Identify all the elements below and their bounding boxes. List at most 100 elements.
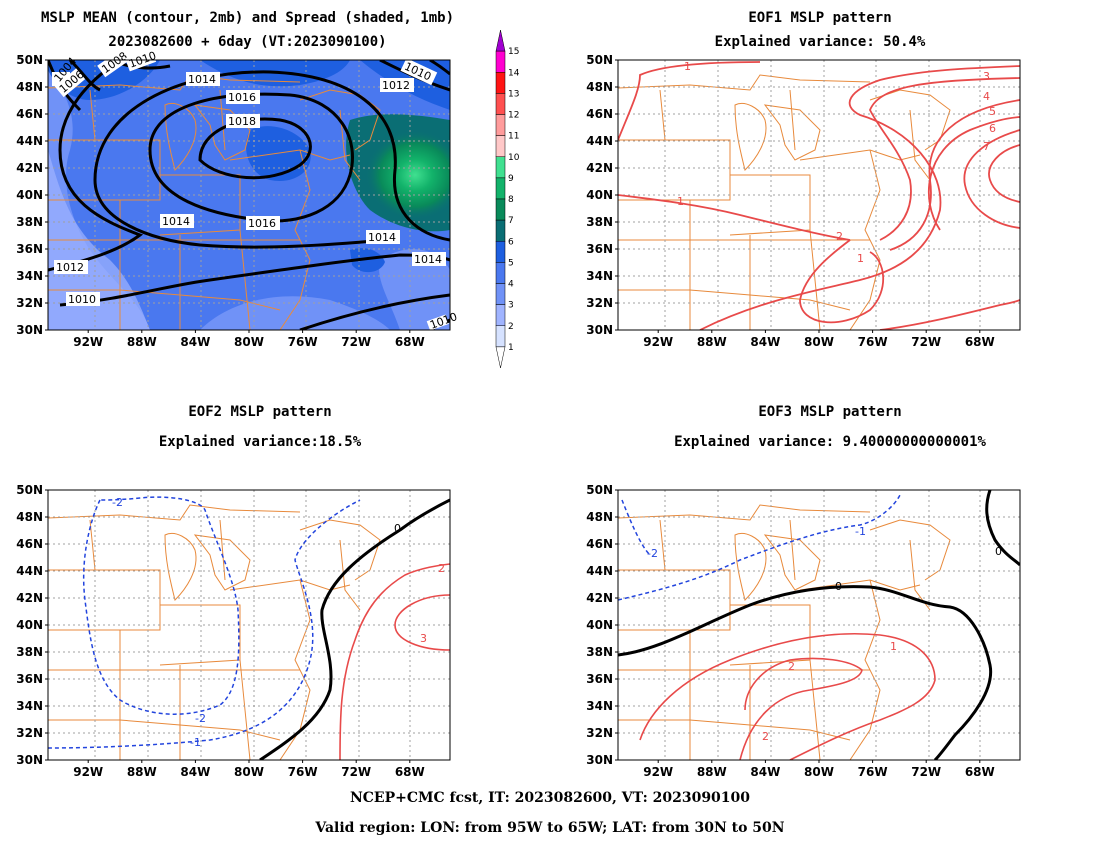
colorbar-level-label: 15 xyxy=(508,47,519,57)
eof1-lat-label: 38N xyxy=(586,215,613,229)
eof3-lat-label: 38N xyxy=(586,645,613,659)
eof1-clabel-1c: 1 xyxy=(857,252,864,265)
mean-lon-label: 84W xyxy=(180,335,210,349)
eof1-lon-label: 84W xyxy=(750,335,780,349)
eof2-lat-label: 42N xyxy=(16,591,43,605)
eof2-lat-label: 44N xyxy=(16,564,43,578)
colorbar-level-label: 5 xyxy=(508,258,514,268)
eof2-clabel-m2b: -2 xyxy=(195,712,206,725)
colorbar-swatch xyxy=(495,283,506,305)
mean-clabel-1014d: 1014 xyxy=(414,253,442,266)
eof1-clabel-1b: 1 xyxy=(677,195,684,208)
eof3-clabel-0b: 0 xyxy=(995,545,1002,558)
colorbar-level-label: 2 xyxy=(508,322,514,332)
eof2-contours xyxy=(48,496,450,760)
eof2-lat-label: 30N xyxy=(16,753,43,767)
eof3-lat-label: 48N xyxy=(586,510,613,524)
mean-clabel-1014b: 1014 xyxy=(162,215,190,228)
eof2-clabel-0: 0 xyxy=(394,522,401,535)
eof1-clabel-3: 3 xyxy=(983,70,990,83)
colorbar-swatch xyxy=(495,156,506,179)
eof2-lat-label: 40N xyxy=(16,618,43,632)
colorbar-swatch xyxy=(495,93,506,115)
axis-labels: 50N 48N 46N 44N 42N 40N 38N 36N 34N 32N 30N 92W 88W 8… xyxy=(16,53,995,779)
eof1-lat-label: 32N xyxy=(586,296,613,310)
eof1-clabel-6: 6 xyxy=(989,122,996,135)
colorbar-level-label: 7 xyxy=(508,216,514,226)
eof2-lat-label: 48N xyxy=(16,510,43,524)
mean-panel: 1004 1006 1008 1010 1010 1010 1012 1012 … xyxy=(47,48,459,332)
mean-title-line1: MSLP MEAN (contour, 2mb) and Spread (sha… xyxy=(40,10,454,26)
eof3-clabel-2a: 2 xyxy=(788,660,795,673)
eof2-clabel-m1: -1 xyxy=(190,736,201,749)
mean-clabel-1014a: 1014 xyxy=(188,73,216,86)
mean-clabel-1016a: 1016 xyxy=(228,91,256,104)
colorbar-swatch xyxy=(495,177,506,200)
eof2-clabel-2: 2 xyxy=(438,562,445,575)
eof3-lon-label: 84W xyxy=(750,765,780,779)
eof2-clabel-m2a: -2 xyxy=(112,496,123,509)
eof1-lon-label: 92W xyxy=(643,335,673,349)
eof3-lon-label: 76W xyxy=(858,765,888,779)
mean-clabel-1012a: 1012 xyxy=(56,261,84,274)
eof1-clabel-2: 2 xyxy=(836,230,843,243)
mean-clabel-1010b: 1010 xyxy=(68,293,96,306)
eof3-title-line1: EOF3 MSLP pattern xyxy=(758,404,902,420)
eof2-lon-label: 92W xyxy=(73,765,103,779)
footer-forecast-info: NCEP+CMC fcst, IT: 2023082600, VT: 20230… xyxy=(349,790,751,806)
eof3-lon-label: 80W xyxy=(804,765,834,779)
eof3-clabel-m1: -1 xyxy=(855,525,866,538)
eof1-lat-label: 30N xyxy=(586,323,613,337)
colorbar-level-label: 13 xyxy=(508,89,519,99)
mean-lat-label: 30N xyxy=(16,323,43,337)
eof2-lon-label: 76W xyxy=(288,765,318,779)
eof1-map-lines xyxy=(618,74,951,330)
mean-lon-label: 80W xyxy=(234,335,264,349)
eof1-contour-labels: 1 1 1 2 3 4 5 6 7 xyxy=(677,60,996,265)
eof3-lat-label: 30N xyxy=(586,753,613,767)
eof1-lat-label: 50N xyxy=(586,53,613,67)
eof1-lon-label: 88W xyxy=(697,335,727,349)
eof1-clabel-5: 5 xyxy=(989,105,996,118)
mean-title-line2: 2023082600 + 6day (VT:2023090100) xyxy=(108,34,387,50)
eof3-lat-label: 42N xyxy=(586,591,613,605)
mean-lat-label: 42N xyxy=(16,161,43,175)
eof2-lon-label: 84W xyxy=(180,765,210,779)
eof1-clabel-1a: 1 xyxy=(684,60,691,73)
eof3-lat-label: 34N xyxy=(586,699,613,713)
eof2-lon-label: 80W xyxy=(234,765,264,779)
eof2-lon-label: 72W xyxy=(341,765,371,779)
colorbar-swatch xyxy=(495,241,506,263)
eof3-map-lines xyxy=(618,504,951,760)
mean-lat-label: 38N xyxy=(16,215,43,229)
colorbar-swatch xyxy=(495,135,506,157)
colorbar-swatch xyxy=(495,219,506,242)
eof2-panel: -2 -2 -1 0 2 3 xyxy=(47,489,451,761)
eof3-lat-label: 36N xyxy=(586,672,613,686)
eof3-lat-label: 44N xyxy=(586,564,613,578)
eof3-lat-label: 46N xyxy=(586,537,613,551)
eof2-title-line1: EOF2 MSLP pattern xyxy=(188,404,332,420)
eof1-lon-label: 72W xyxy=(911,335,941,349)
eof1-clabel-7: 7 xyxy=(983,140,990,153)
eof3-clabel-2b: 2 xyxy=(762,730,769,743)
eof3-clabel-1: 1 xyxy=(890,640,897,653)
eof1-lat-label: 34N xyxy=(586,269,613,283)
eof1-lat-label: 42N xyxy=(586,161,613,175)
mean-lat-label: 32N xyxy=(16,296,43,310)
eof2-lat-label: 38N xyxy=(16,645,43,659)
colorbar-level-label: 6 xyxy=(508,237,514,247)
mean-contours xyxy=(48,60,450,330)
eof1-lat-label: 40N xyxy=(586,188,613,202)
eof2-clabel-3: 3 xyxy=(420,632,427,645)
eof3-lon-label: 68W xyxy=(965,765,995,779)
eof3-contours xyxy=(618,490,1020,760)
mean-lat-label: 34N xyxy=(16,269,43,283)
eof3-lat-label: 32N xyxy=(586,726,613,740)
eof1-panel: 1 1 1 2 3 4 5 6 7 xyxy=(617,59,1021,331)
eof2-lat-label: 50N xyxy=(16,483,43,497)
eof1-lat-label: 48N xyxy=(586,80,613,94)
colorbar-swatch xyxy=(495,114,506,136)
mean-lon-label: 72W xyxy=(341,335,371,349)
